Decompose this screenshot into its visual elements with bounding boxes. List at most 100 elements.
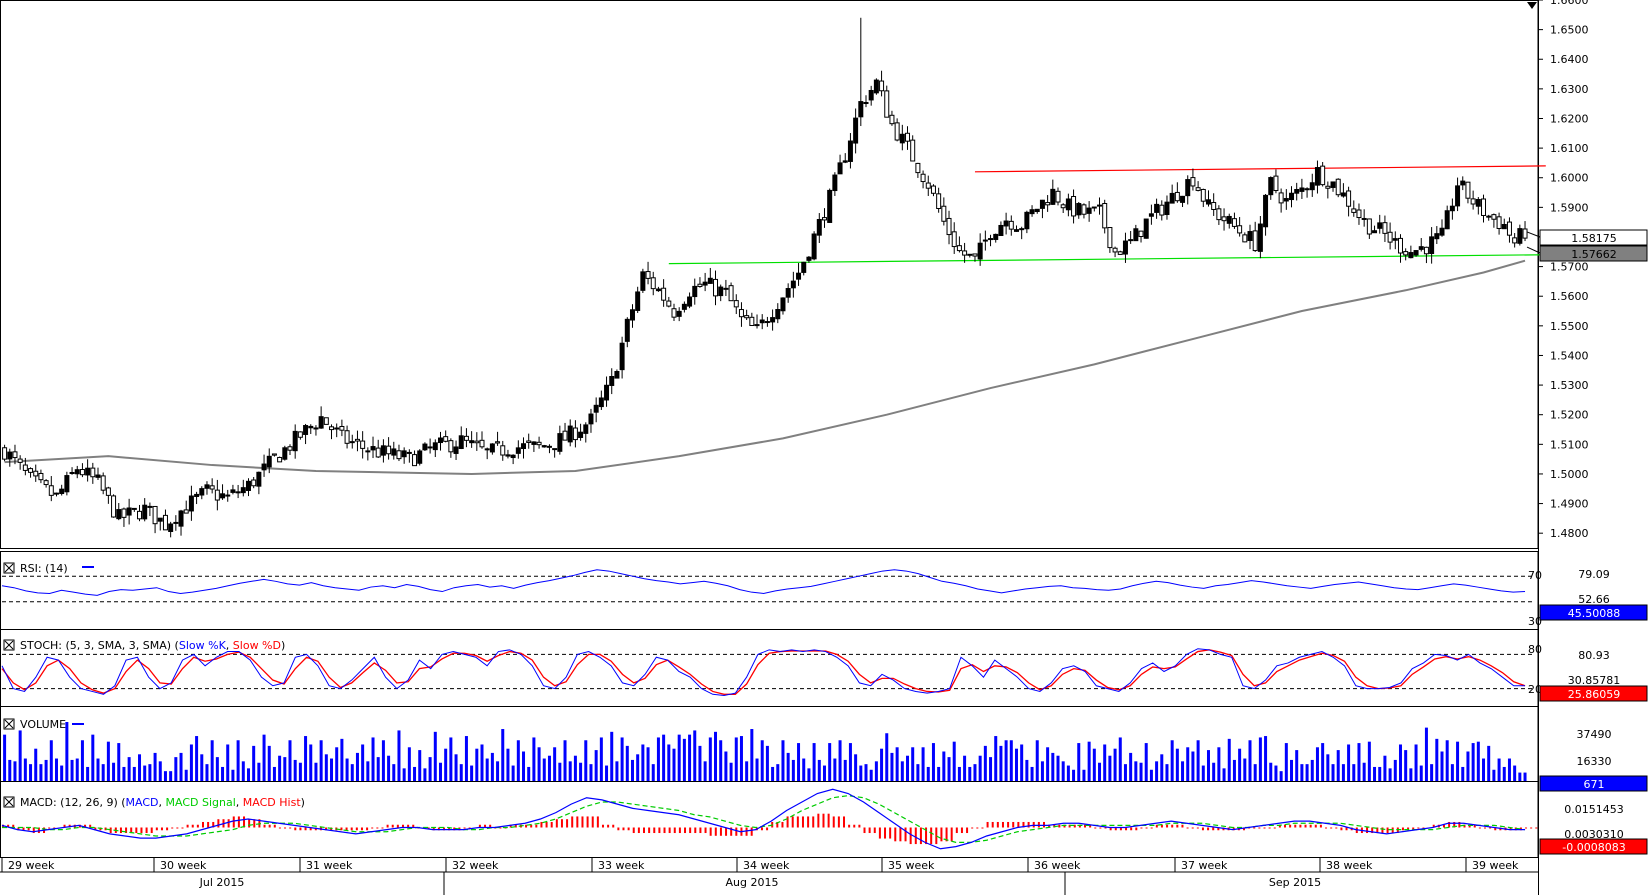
candle-body: [868, 89, 874, 101]
volume-bar: [179, 752, 183, 781]
candle-body: [1512, 237, 1518, 244]
volume-bar: [963, 755, 967, 781]
candle-body: [391, 448, 397, 456]
volume-bar: [527, 766, 531, 781]
candle-body: [796, 272, 802, 280]
macd-hist-bar: [1489, 827, 1492, 829]
candle-body: [1268, 177, 1274, 196]
price-tick-label: 1.5900: [1550, 201, 1589, 214]
candle-body: [1003, 220, 1009, 227]
candle-body: [988, 238, 994, 241]
volume-bar: [957, 766, 961, 781]
volume-title: VOLUME: [20, 718, 66, 731]
candle-body: [920, 173, 926, 183]
macd-hist-bar: [145, 827, 148, 834]
volume-bar: [822, 765, 826, 781]
macd-hist-bar: [1299, 824, 1302, 828]
candle-body: [111, 495, 117, 518]
macd-hist-bar: [1171, 824, 1174, 828]
candle-body: [1122, 240, 1128, 255]
volume-bar: [480, 744, 484, 781]
volume-bar: [869, 769, 873, 781]
macd-hist-bar: [84, 824, 87, 828]
macd-hist-bar: [1181, 824, 1184, 828]
volume-bar: [1113, 748, 1117, 781]
volume-bar: [1155, 761, 1159, 781]
volume-bar: [195, 736, 199, 781]
volume-bar: [817, 759, 821, 781]
volume-bar: [13, 761, 17, 781]
candle-body: [879, 80, 885, 92]
volume-bar: [314, 762, 318, 781]
candle-body: [100, 475, 106, 491]
macd-hist-bar: [104, 827, 107, 831]
volume-bar: [392, 764, 396, 781]
macd-hist-bar: [186, 824, 189, 828]
candle-body: [967, 253, 973, 256]
volume-bar: [1336, 750, 1340, 781]
macd-hist-bar: [827, 813, 830, 828]
volume-bar: [973, 764, 977, 781]
candle-body: [1164, 201, 1170, 215]
candle-body: [1481, 198, 1487, 216]
macd-hist-bar: [560, 819, 563, 828]
macd-hist-bar: [1248, 827, 1251, 829]
macd-hist-bar: [401, 824, 404, 828]
macd-hist-bar: [550, 821, 553, 828]
price-tick-label: 1.6300: [1550, 83, 1589, 96]
candle-body: [1102, 203, 1108, 229]
macd-hist-bar: [596, 816, 599, 828]
volume-bar: [537, 747, 541, 781]
price-tick-label: 1.4900: [1550, 498, 1589, 511]
macd-hist-bar: [1268, 827, 1271, 829]
macd-hist-bar: [663, 827, 666, 834]
volume-bar: [8, 759, 12, 781]
volume-bar: [1061, 761, 1065, 781]
candle-body: [1008, 220, 1014, 230]
macd-hist-bar: [1207, 827, 1210, 831]
volume-bar: [568, 761, 572, 781]
candle-body: [515, 447, 521, 454]
candle-body: [1377, 222, 1383, 229]
macd-hist-bar: [340, 827, 343, 831]
macd-hist-bar: [1196, 827, 1199, 829]
macd-hist-bar: [1007, 821, 1010, 828]
macd-hist-bar: [766, 827, 769, 831]
price-tick-label: 1.6000: [1550, 172, 1589, 185]
candle-body: [1340, 192, 1346, 197]
macd-hist-bar: [1340, 827, 1343, 831]
macd-toggle-icon[interactable]: [3, 796, 15, 808]
macd-hist-bar: [1407, 827, 1410, 831]
macd-hist-bar: [160, 827, 163, 831]
price-tick-label: 1.4800: [1550, 527, 1589, 540]
scroll-marker-icon[interactable]: [1527, 2, 1537, 9]
volume-bar: [1056, 755, 1060, 781]
volume-bar: [734, 737, 738, 781]
candle-body: [1320, 165, 1326, 186]
macd-hist-bar: [535, 824, 538, 828]
macd-hist-bar: [386, 824, 389, 828]
volume-bar: [636, 754, 640, 781]
candle-body: [863, 101, 869, 104]
candle-body: [401, 450, 407, 458]
volume-bar: [729, 762, 733, 781]
candle-body: [1330, 181, 1336, 188]
candle-body: [1029, 209, 1035, 215]
candle-body: [157, 517, 163, 522]
rsi-panel: RSI: (14) 70 30 79.09 52.66 45.50088: [1, 562, 1648, 628]
candle-body: [230, 489, 236, 493]
candle-body: [406, 451, 412, 454]
macd-hist-bar: [730, 827, 733, 836]
candle-body: [505, 454, 511, 457]
macd-hist-bar: [1278, 824, 1281, 828]
candle-body: [780, 297, 786, 312]
macd-hist-bar: [1422, 827, 1425, 829]
candle-body: [744, 315, 750, 319]
volume-toggle-icon[interactable]: [3, 718, 15, 730]
candle-body: [152, 505, 158, 525]
stoch-toggle-icon[interactable]: [3, 639, 15, 651]
candle-body: [214, 489, 220, 501]
stoch-level-20: 20: [1528, 683, 1542, 696]
rsi-toggle-icon[interactable]: [3, 562, 15, 574]
volume-bar: [1191, 751, 1195, 781]
